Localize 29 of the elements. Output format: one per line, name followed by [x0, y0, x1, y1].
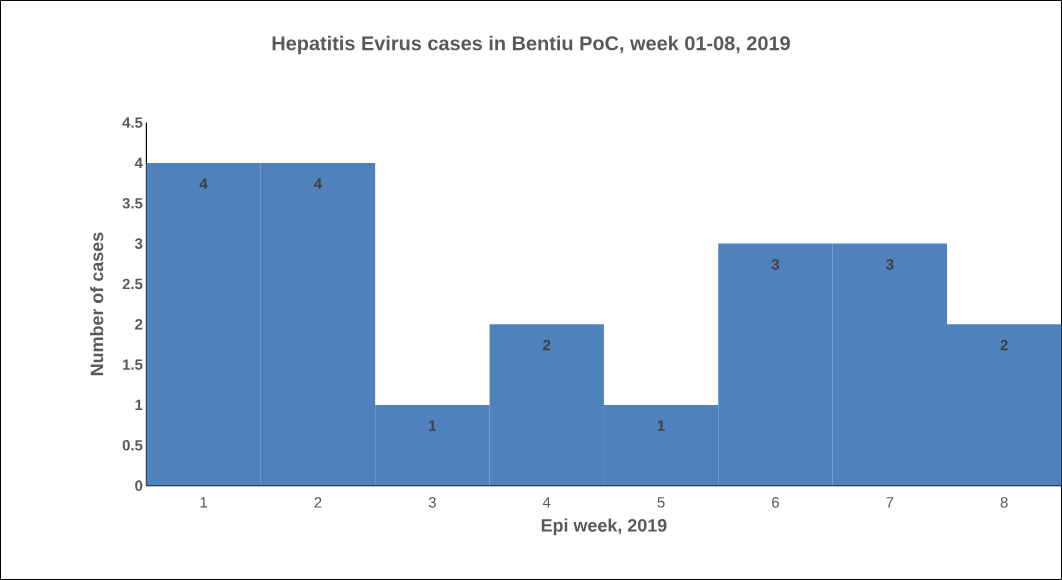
x-tick-label: 7 — [886, 497, 894, 508]
data-label: 3 — [771, 259, 780, 270]
data-label: 2 — [543, 339, 551, 351]
data-label: 1 — [657, 420, 665, 431]
x-tick-label: 5 — [657, 497, 665, 508]
x-tick-label: 6 — [772, 497, 779, 508]
y-tick-label: 0 — [135, 480, 143, 491]
x-tick-label: 8 — [1000, 497, 1008, 508]
y-tick-label: 0.5 — [122, 439, 143, 451]
chart-title: Hepatitis Evirus cases in Bentiu PoC, week 01-08, 2019 — [272, 35, 790, 55]
y-tick-label: 1 — [135, 399, 143, 411]
data-label: 3 — [886, 259, 894, 270]
y-tick-label: 2.5 — [122, 278, 143, 290]
data-label: 4 — [314, 178, 323, 189]
data-label: 1 — [429, 420, 437, 431]
y-tick-label: 4 — [134, 157, 143, 169]
y-tick-label: 3 — [134, 238, 143, 249]
x-tick-label: 1 — [200, 497, 208, 508]
x-axis-title: Epi week, 2019 — [541, 518, 667, 536]
x-tick-label: 2 — [314, 497, 322, 508]
y-tick-label: 3.5 — [122, 197, 143, 209]
x-tick-label: 4 — [542, 497, 551, 508]
data-label: 2 — [1000, 339, 1008, 351]
y-tick-label: 2 — [135, 319, 143, 330]
y-tick-label: 4.5 — [122, 117, 143, 128]
x-tick-label: 3 — [428, 497, 436, 508]
data-label: 4 — [199, 178, 208, 189]
y-axis-title: Number of cases — [90, 232, 104, 376]
y-tick-label: 1.5 — [123, 359, 143, 370]
